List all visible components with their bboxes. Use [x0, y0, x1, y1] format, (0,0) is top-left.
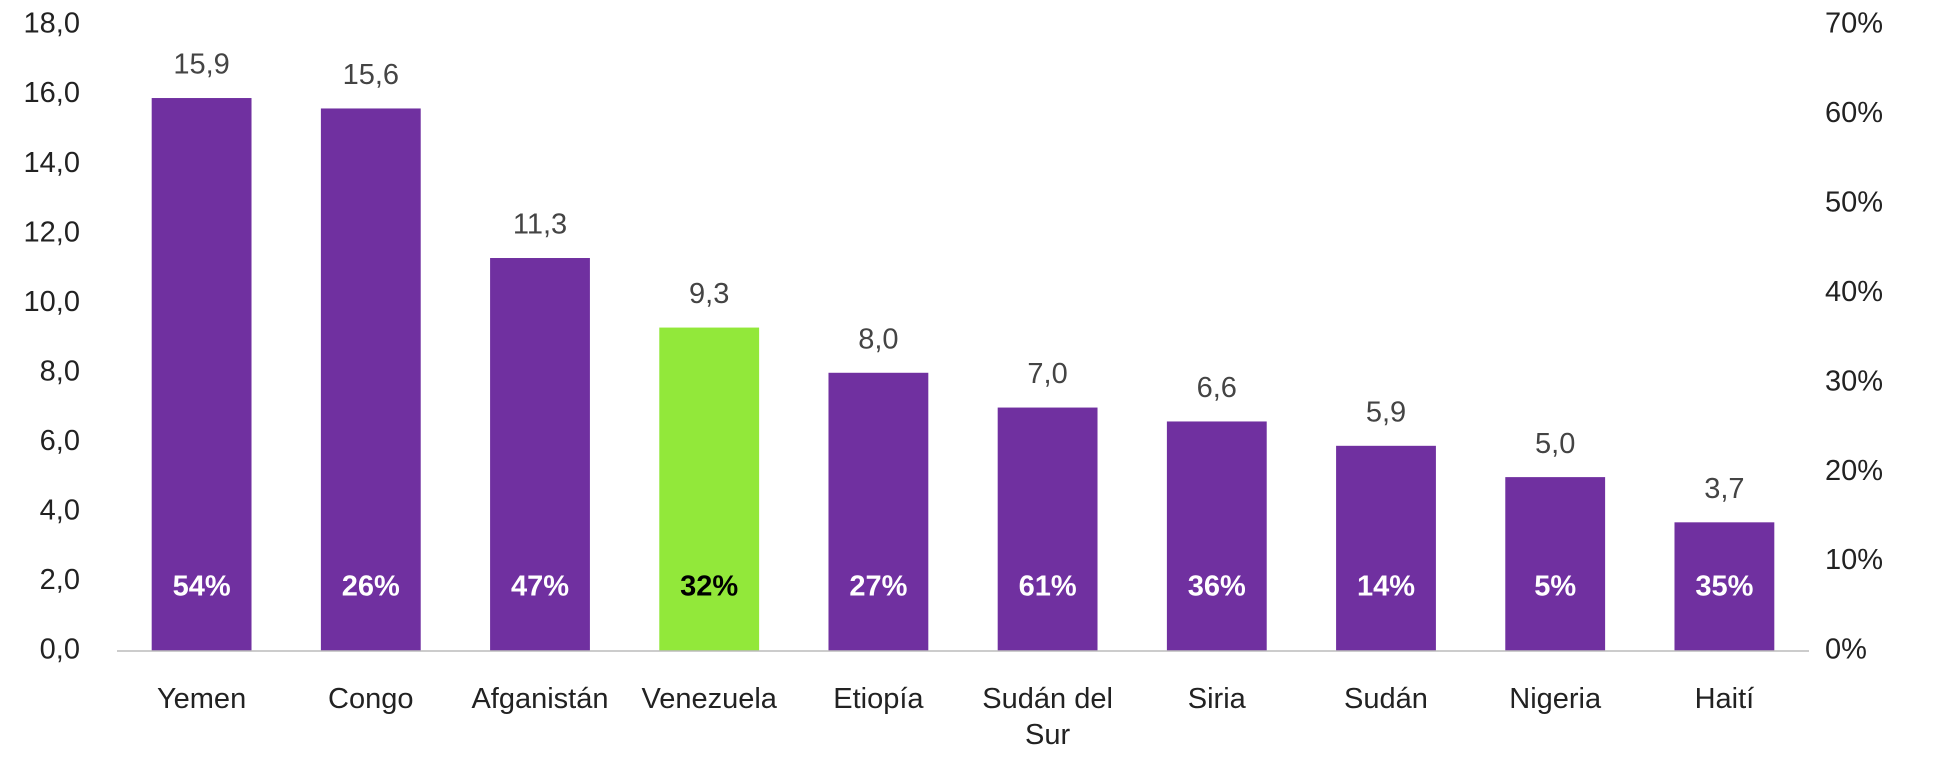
bar: [659, 327, 760, 651]
y-tick-label: 12,0: [24, 216, 80, 248]
value-label: 3,7: [1704, 473, 1744, 505]
x-tick-label: Haití: [1694, 683, 1755, 715]
percent-label: 5%: [1534, 571, 1576, 603]
bar: [1674, 522, 1775, 651]
percent-label: 47%: [511, 571, 569, 603]
x-tick-label: Sudán: [1344, 683, 1428, 715]
percent-label: 14%: [1357, 571, 1415, 603]
y2-tick-label: 50%: [1825, 187, 1883, 219]
percent-label: 35%: [1695, 571, 1753, 603]
y-tick-label: 16,0: [24, 77, 80, 109]
x-tick-label: Sudán del Sur: [982, 683, 1113, 751]
y-tick-label: 6,0: [40, 425, 80, 457]
percent-label: 27%: [849, 571, 907, 603]
value-label: 8,0: [858, 323, 898, 355]
x-tick-label: Siria: [1187, 683, 1246, 715]
y-tick-label: 10,0: [24, 286, 80, 318]
y2-tick-label: 20%: [1825, 455, 1883, 487]
y2-tick-label: 10%: [1825, 544, 1883, 576]
y2-tick-label: 40%: [1825, 276, 1883, 308]
bar: [320, 108, 421, 651]
percent-label: 54%: [173, 571, 231, 603]
x-tick-label: Congo: [328, 683, 414, 715]
x-tick-label: Nigeria: [1509, 683, 1602, 715]
percent-label: 36%: [1188, 571, 1246, 603]
bar: [1505, 477, 1606, 651]
y2-tick-label: 0%: [1825, 634, 1867, 666]
bar: [151, 98, 252, 652]
y-tick-label: 0,0: [40, 634, 80, 666]
x-tick-label: Afganistán: [471, 683, 609, 715]
bar: [997, 407, 1098, 651]
value-label: 5,9: [1366, 396, 1406, 428]
bar: [1166, 421, 1267, 651]
value-label: 15,6: [343, 59, 399, 91]
bar: [828, 372, 929, 651]
value-label: 9,3: [689, 278, 729, 310]
y2-tick-label: 60%: [1825, 97, 1883, 129]
bar: [490, 258, 590, 651]
value-label: 6,6: [1197, 372, 1237, 404]
percent-label: 61%: [1019, 571, 1077, 603]
y-tick-label: 4,0: [40, 495, 80, 527]
value-label: 11,3: [513, 209, 567, 241]
value-label: 7,0: [1027, 358, 1067, 390]
x-tick-label: Venezuela: [641, 683, 777, 715]
x-tick-label: Yemen: [156, 683, 247, 715]
y2-tick-label: 30%: [1825, 365, 1883, 397]
percent-label: 32%: [680, 571, 738, 603]
bar: [1336, 445, 1436, 651]
y-tick-label: 18,0: [24, 8, 80, 40]
percent-label: 26%: [342, 571, 400, 603]
value-label: 15,9: [173, 49, 229, 81]
y-tick-label: 8,0: [40, 355, 80, 387]
x-tick-label: Etiopía: [833, 683, 924, 715]
y-tick-label: 2,0: [40, 564, 80, 596]
y2-tick-label: 70%: [1825, 8, 1883, 40]
y-tick-label: 14,0: [24, 147, 80, 179]
value-label: 5,0: [1535, 428, 1575, 460]
